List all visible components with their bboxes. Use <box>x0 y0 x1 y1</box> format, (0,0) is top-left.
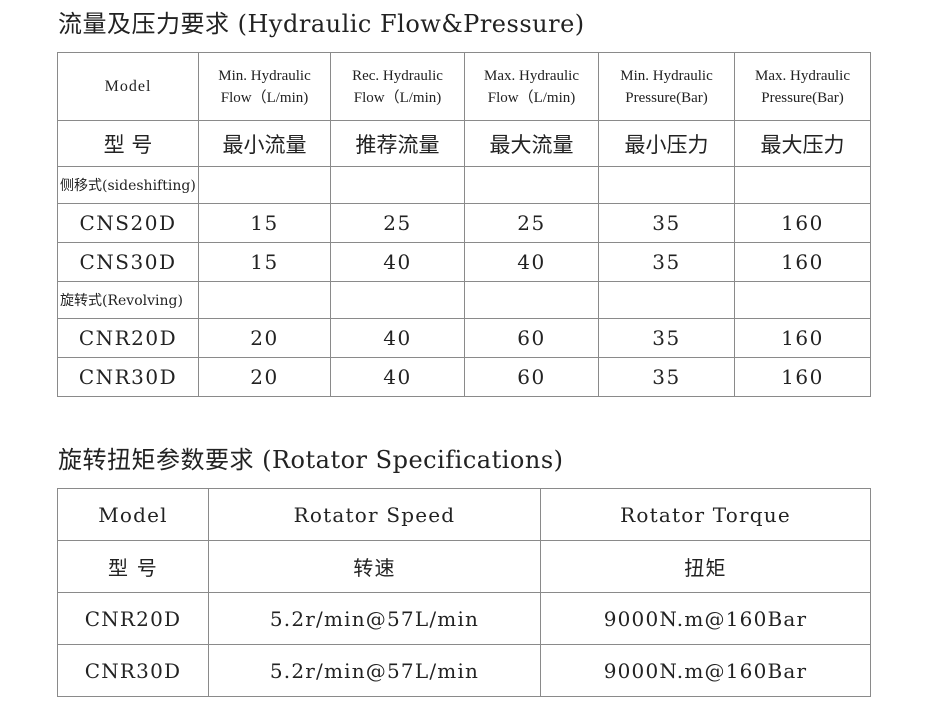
header-cell: Min. Hydraulic Pressure(Bar) <box>598 52 735 121</box>
empty-cell <box>734 166 871 204</box>
table-cell: CNR20D <box>57 592 209 645</box>
header-text: Flow（L/min) <box>487 89 576 106</box>
rotator-table: Model Rotator Speed Rotator Torque 型 号转速 扭矩 C… <box>57 488 871 697</box>
header-cell-cn: 推荐流量 <box>330 120 465 167</box>
header-cell: Max. Hydraulic Flow（L/min) <box>464 52 599 121</box>
table-cell: 60 <box>464 318 599 358</box>
empty-cell <box>734 281 871 319</box>
header-cell: Model <box>57 52 199 121</box>
table-cell: 5.2r/min@57L/min <box>208 592 541 645</box>
header-text: Pressure(Bar) <box>625 89 708 106</box>
table-row: CNS20D 15 25 25 35 160 <box>57 203 871 243</box>
table-row: CNR30D 5.2r/min@57L/min 9000N.m@160Bar <box>57 644 871 697</box>
header-cell-cn: 最小流量 <box>198 120 331 167</box>
table-cell: 25 <box>464 203 599 243</box>
table-row: CNR30D 20 40 60 35 160 <box>57 357 871 397</box>
header-text: Min. Hydraulic <box>620 67 713 84</box>
table-row: CNR20D 5.2r/min@57L/min 9000N.m@160Bar <box>57 592 871 645</box>
header-text: Rec. Hydraulic <box>352 67 443 84</box>
table-cell: 35 <box>598 318 735 358</box>
empty-cell <box>330 166 465 204</box>
header-cell: Rotator Speed <box>208 488 541 541</box>
hydraulic-table: Model Min. Hydraulic Flow（L/min) Rec. Hydra… <box>57 52 871 397</box>
table-cell: CNR20D <box>57 318 199 358</box>
table-cell: 9000N.m@160Bar <box>540 592 871 645</box>
header-text: Max. Hydraulic <box>755 67 850 84</box>
table-cell: CNS30D <box>57 242 199 282</box>
table-row: CNR20D 20 40 60 35 160 <box>57 318 871 358</box>
section-title-rotator: 旋转扭矩参数要求 (Rotator Specifications) <box>58 446 564 474</box>
table-cell: 160 <box>734 242 871 282</box>
table-cell: 40 <box>330 357 465 397</box>
header-cell: Rec. Hydraulic Flow（L/min) <box>330 52 465 121</box>
header-text: Max. Hydraulic <box>484 67 579 84</box>
group-label: 侧移式(sideshifting) <box>57 166 199 204</box>
table-cell: 25 <box>330 203 465 243</box>
table-cell: 60 <box>464 357 599 397</box>
header-text: Pressure(Bar) <box>761 89 844 106</box>
header-cell: Min. Hydraulic Flow（L/min) <box>198 52 331 121</box>
table-cell: 40 <box>330 318 465 358</box>
header-row-cn: 型 号最小流量 推荐流量 最大流量 最小压力 最大压力 <box>57 120 871 167</box>
header-cell: 转速 <box>208 540 541 593</box>
table-cell: 5.2r/min@57L/min <box>208 644 541 697</box>
header-text: Min. Hydraulic <box>218 67 311 84</box>
table-cell: CNR30D <box>57 357 199 397</box>
header-cell: Model <box>57 488 209 541</box>
table-cell: 20 <box>198 357 331 397</box>
header-row: 型 号转速 扭矩 <box>57 540 871 593</box>
table-cell: 35 <box>598 242 735 282</box>
empty-cell <box>198 281 331 319</box>
header-text: Flow（L/min) <box>220 89 309 106</box>
table-cell: 35 <box>598 357 735 397</box>
empty-cell <box>464 281 599 319</box>
section-title-hydraulic: 流量及压力要求 (Hydraulic Flow&Pressure) <box>58 10 585 38</box>
table-cell: CNS20D <box>57 203 199 243</box>
table-cell: 9000N.m@160Bar <box>540 644 871 697</box>
empty-cell <box>198 166 331 204</box>
header-text: Model <box>104 77 152 95</box>
empty-cell <box>464 166 599 204</box>
empty-cell <box>598 281 735 319</box>
header-row-en: Model Min. Hydraulic Flow（L/min) Rec. Hydra… <box>57 52 871 121</box>
empty-cell <box>330 281 465 319</box>
header-cell-cn: 型 号 <box>57 120 199 167</box>
header-cell: 扭矩 <box>540 540 871 593</box>
header-cell-cn: 最大流量 <box>464 120 599 167</box>
group-label: 旋转式(Revolving) <box>57 281 199 319</box>
group-row: 旋转式(Revolving) <box>57 281 871 319</box>
group-row: 侧移式(sideshifting) <box>57 166 871 204</box>
table-cell: 15 <box>198 203 331 243</box>
empty-cell <box>598 166 735 204</box>
table-cell: 160 <box>734 318 871 358</box>
header-cell: 型 号 <box>57 540 209 593</box>
table-cell: 20 <box>198 318 331 358</box>
header-text: Flow（L/min) <box>353 89 442 106</box>
table-cell: 15 <box>198 242 331 282</box>
table-cell: 40 <box>464 242 599 282</box>
header-cell-cn: 最大压力 <box>734 120 871 167</box>
table-cell: 40 <box>330 242 465 282</box>
header-cell: Max. Hydraulic Pressure(Bar) <box>734 52 871 121</box>
table-cell: CNR30D <box>57 644 209 697</box>
header-cell-cn: 最小压力 <box>598 120 735 167</box>
table-row: CNS30D 15 40 40 35 160 <box>57 242 871 282</box>
header-row: Model Rotator Speed Rotator Torque <box>57 488 871 541</box>
header-cell: Rotator Torque <box>540 488 871 541</box>
table-cell: 160 <box>734 203 871 243</box>
table-cell: 35 <box>598 203 735 243</box>
table-cell: 160 <box>734 357 871 397</box>
